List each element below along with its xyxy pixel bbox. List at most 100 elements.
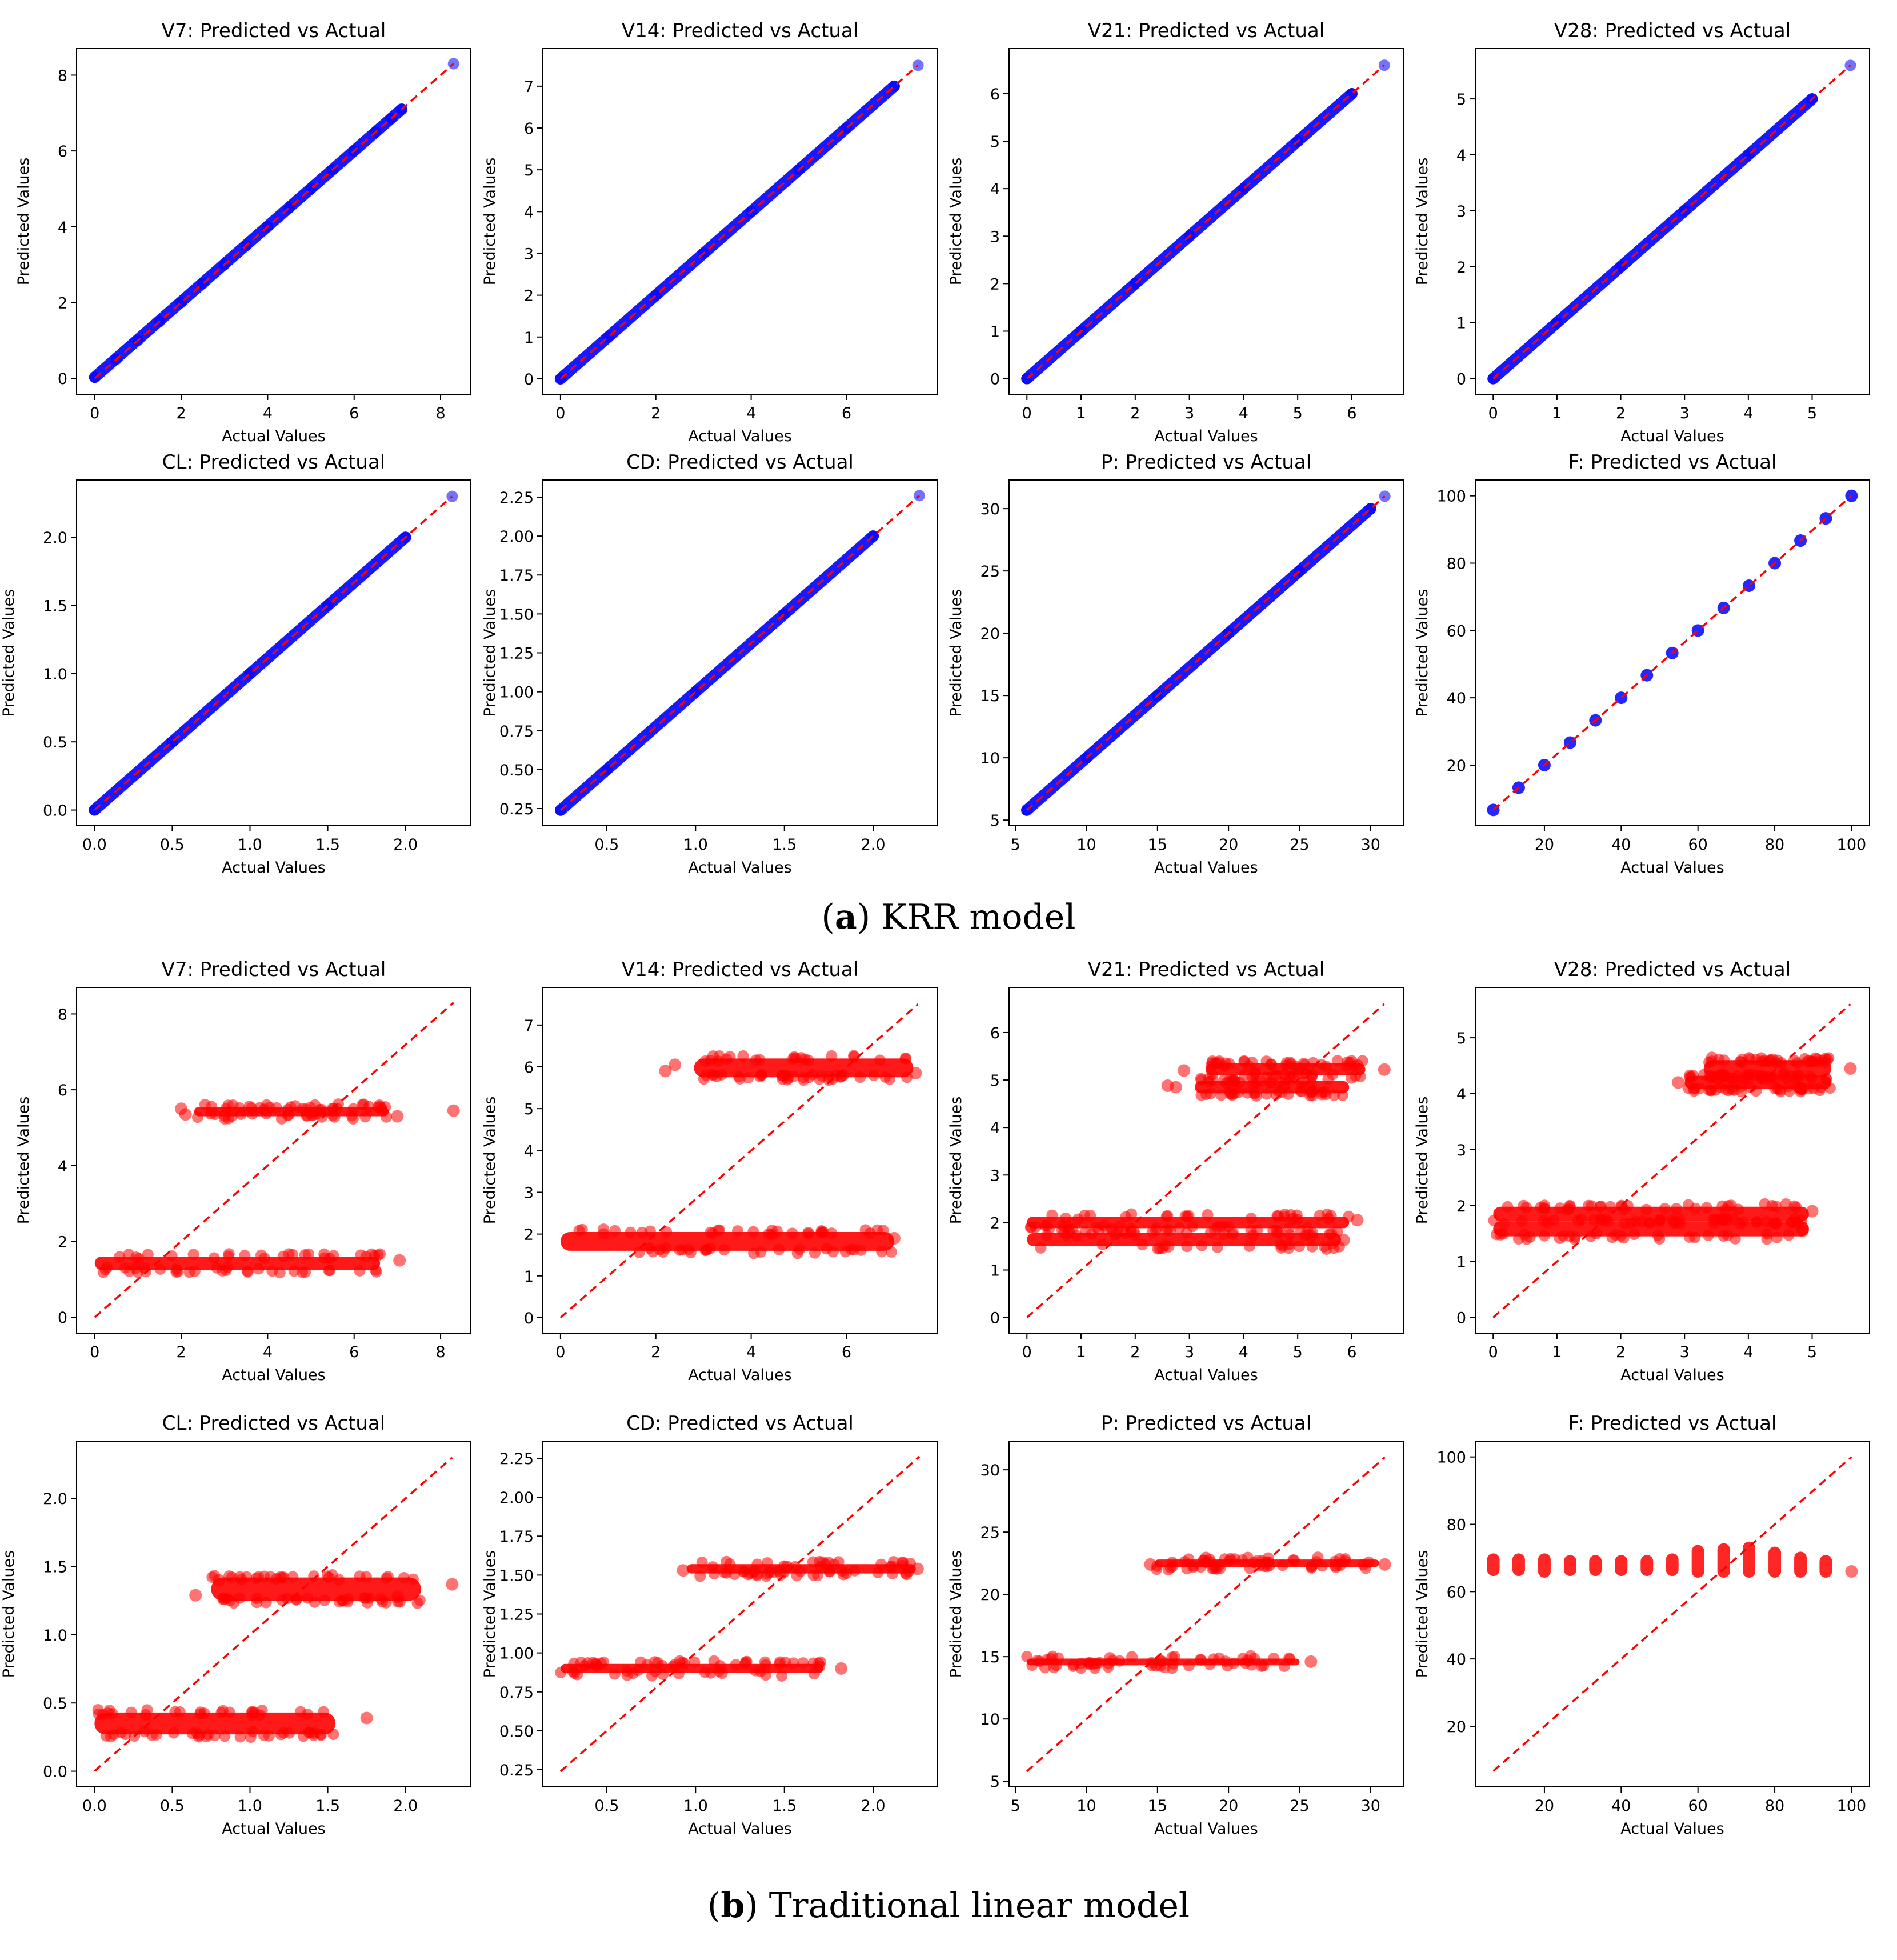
data-point: [107, 1729, 119, 1741]
point-column: [1615, 1555, 1628, 1577]
data-point: [1704, 1070, 1716, 1082]
x-tick-label: 60: [1688, 1797, 1707, 1815]
data-point: [1742, 1069, 1754, 1081]
x-tick-label: 0: [90, 1343, 99, 1361]
data-point: [833, 1556, 845, 1568]
x-axis-label: Actual Values: [1620, 427, 1724, 445]
y-axis-label: Predicted Values: [481, 589, 499, 717]
y-tick-label: 15: [980, 687, 1000, 705]
y-tick-label: 0: [524, 1310, 534, 1327]
x-tick-label: 30: [1361, 836, 1380, 854]
x-tick-label: 15: [1148, 836, 1167, 854]
data-point: [1630, 1215, 1642, 1227]
data-point: [299, 1266, 311, 1278]
data-point: [246, 1108, 258, 1120]
y-axis-label: Predicted Values: [481, 1097, 499, 1225]
y-tick-label: 80: [1447, 1517, 1466, 1534]
point-column: [1743, 1541, 1756, 1578]
data-point: [911, 1562, 924, 1575]
axes-frame: [76, 479, 471, 826]
y-tick-label: 2: [524, 1226, 534, 1244]
y-tick-label: 10: [980, 750, 1000, 767]
point-column: [1666, 1553, 1679, 1577]
y-tick-label: 0.50: [499, 762, 534, 779]
chart-panel-b-1: V7: Predicted vs Actual 0 2 4 6 8 0 2 4 6 8 Actual …: [15, 958, 471, 1384]
data-point: [1378, 1558, 1391, 1571]
data-point: [1585, 1230, 1597, 1242]
y-tick-label: 1.50: [499, 1567, 534, 1585]
data-point: [447, 1104, 460, 1117]
data-point: [778, 1560, 790, 1572]
chart-panel-a-4: V28: Predicted vs Actual 0 1 2 3 4 5 0 1 2 3 4 5 Actu…: [1414, 19, 1870, 445]
data-point: [239, 1250, 251, 1262]
x-tick-label: 2.0: [861, 1797, 886, 1815]
y-tick-label: 2.00: [499, 528, 534, 546]
data-point: [189, 1589, 202, 1602]
y-tick-label: 4: [1456, 147, 1466, 165]
x-tick-label: 5: [1011, 836, 1020, 854]
y-tick-label: 20: [1447, 1718, 1466, 1736]
data-point: [1729, 1233, 1741, 1245]
data-point: [647, 1246, 659, 1258]
data-point: [791, 1570, 803, 1582]
y-tick-label: 10: [980, 1711, 1000, 1729]
data-point: [1640, 1203, 1652, 1215]
data-point: [1346, 1072, 1358, 1084]
point-cluster: [94, 1256, 381, 1270]
data-point: [694, 1570, 706, 1582]
data-point: [1799, 1053, 1811, 1065]
data-point: [636, 1226, 648, 1238]
data-point: [897, 1559, 909, 1571]
x-tick-label: 4: [746, 405, 756, 422]
data-point: [1166, 1651, 1178, 1663]
y-tick-label: 3: [524, 1184, 534, 1202]
data-point: [125, 1706, 137, 1718]
x-tick-label: 2.0: [393, 1797, 418, 1815]
y-axis-label: Predicted Values: [1414, 158, 1431, 286]
data-point: [1670, 1203, 1682, 1215]
x-tick-label: 1.0: [238, 1797, 262, 1815]
x-tick-label: 40: [1611, 1797, 1631, 1815]
chart-panel-b-2: V14: Predicted vs Actual 0 2 4 6 0 1 2 3 4 5 6 7 Actu…: [481, 958, 938, 1384]
data-point: [813, 1073, 825, 1085]
chart-title: CD: Predicted vs Actual: [626, 451, 854, 474]
data-point: [446, 1578, 459, 1591]
data-point: [263, 1730, 275, 1742]
data-point: [1322, 1073, 1334, 1085]
data-point: [802, 1227, 814, 1239]
data-point: [1707, 1213, 1719, 1225]
data-point: [1214, 1559, 1226, 1571]
chart-panel-a-2: V14: Predicted vs Actual 0 2 4 6 0 1 2 3 4 5 6 7 Actu…: [481, 19, 938, 445]
data-point: [1088, 1658, 1100, 1670]
data-point: [756, 1069, 768, 1081]
data-point: [1239, 1657, 1251, 1669]
y-tick-label: 1: [1456, 1254, 1466, 1271]
data-point: [1072, 1213, 1084, 1225]
data-point: [1751, 1070, 1763, 1082]
y-tick-label: 3: [1456, 203, 1466, 221]
reference-line: [1026, 1003, 1385, 1318]
data-point: [1703, 1056, 1715, 1068]
data-point: [1331, 1226, 1343, 1238]
data-point: [318, 1248, 330, 1260]
chart-panel-a-3: V21: Predicted vs Actual 0 1 2 3 4 5 6 0 1 2 3 4 5 6 Ac…: [947, 19, 1404, 445]
data-point: [1060, 1212, 1072, 1224]
x-tick-label: 1.0: [238, 836, 262, 854]
axes-frame: [542, 1441, 938, 1787]
data-point: [1378, 59, 1390, 71]
y-tick-label: 1.5: [43, 1559, 67, 1577]
data-point: [1181, 1227, 1193, 1239]
data-point: [223, 1570, 235, 1582]
data-point: [251, 1572, 263, 1584]
data-point: [142, 1249, 154, 1261]
data-point: [886, 1246, 898, 1258]
data-point: [718, 1244, 730, 1256]
data-point: [649, 1665, 661, 1677]
y-tick-label: 1: [990, 323, 1000, 341]
data-point: [1144, 1558, 1157, 1571]
data-point: [1761, 1228, 1773, 1240]
data-point: [1689, 1231, 1701, 1243]
data-point: [251, 1597, 263, 1609]
data-point: [635, 1656, 647, 1668]
data-point: [1771, 1231, 1783, 1243]
